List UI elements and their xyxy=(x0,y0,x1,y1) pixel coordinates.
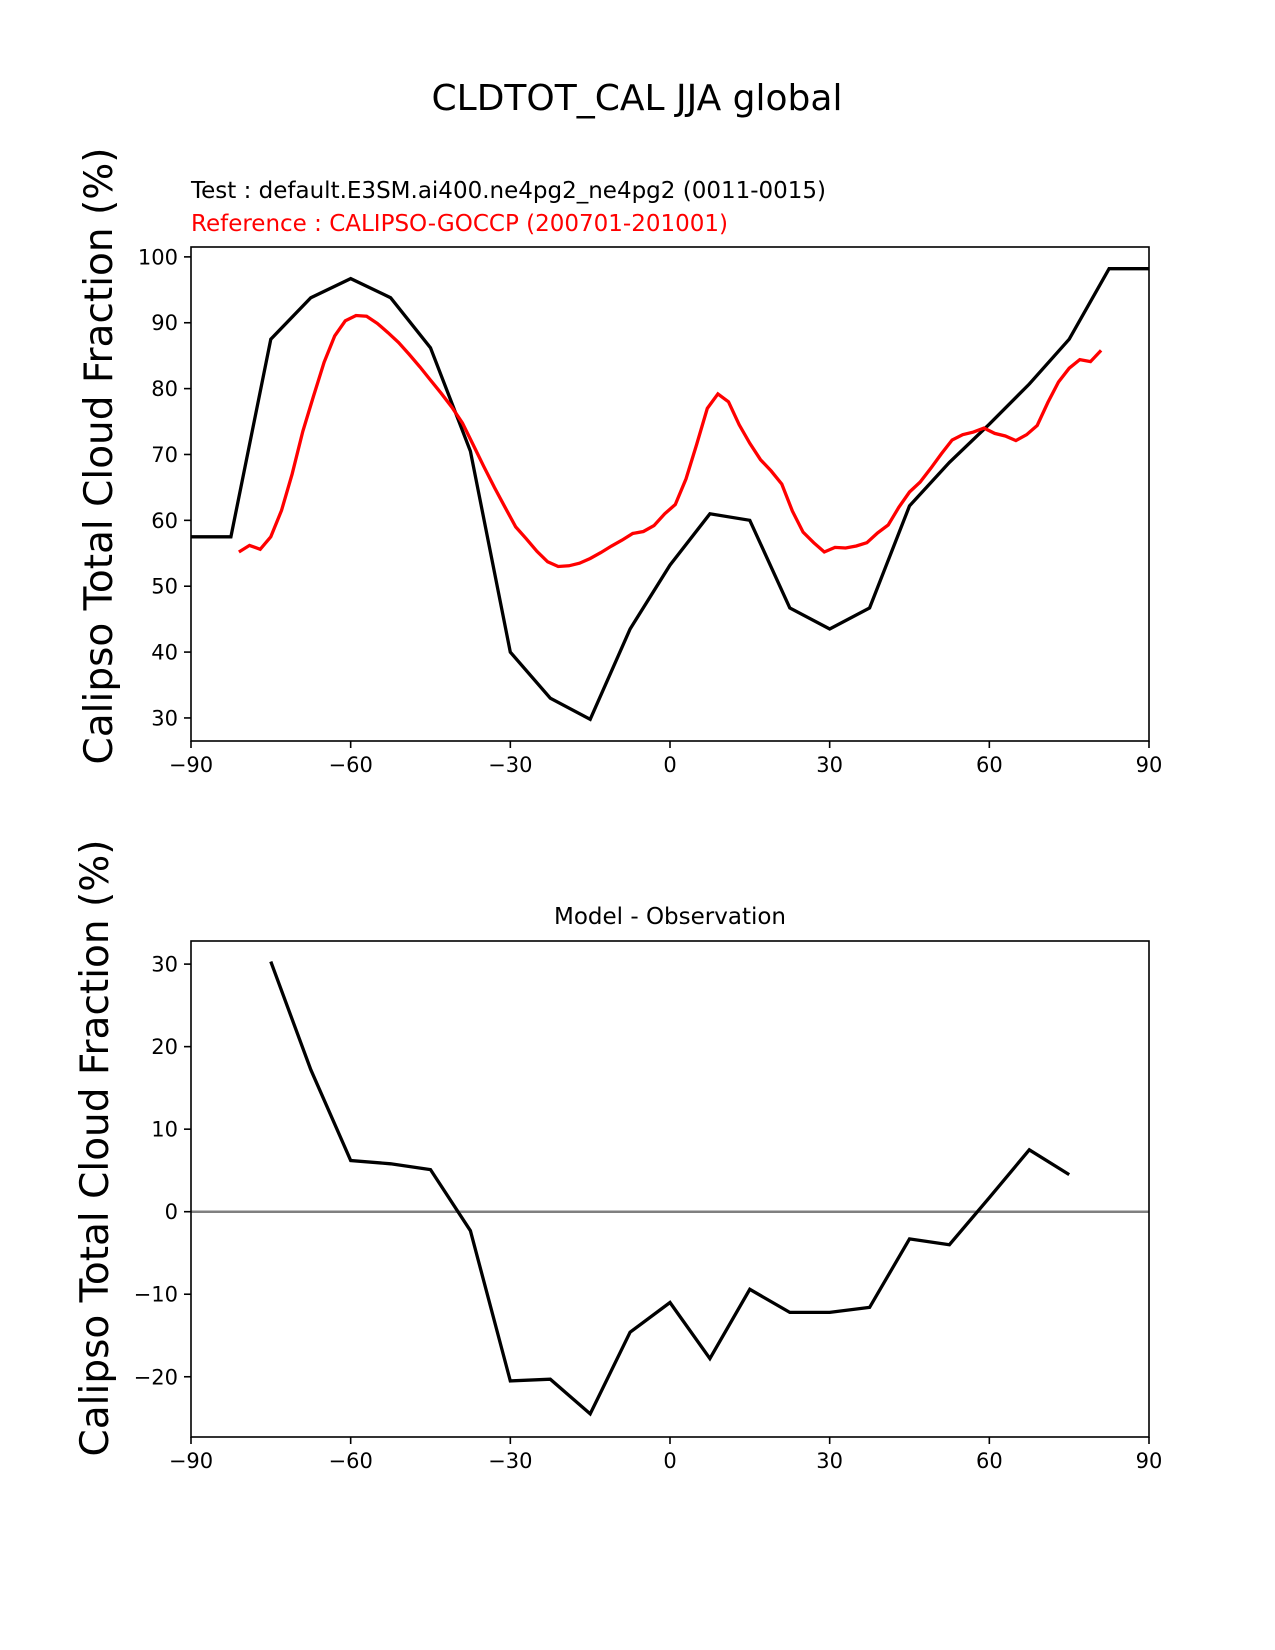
top-x-tick-label: 60 xyxy=(976,753,1003,777)
bottom-difference-chart: −90 −60 −30 0 30 60 90 −20 −10 0 10 20 30 xyxy=(134,940,1163,1473)
bottom-series-0-line xyxy=(269,961,1071,1417)
bottom-y-tick-label: 30 xyxy=(151,953,178,977)
top-y-tick-label: 40 xyxy=(151,641,178,665)
bottom-x-tick-label: 0 xyxy=(663,1449,676,1473)
bottom-x-tick-label: −30 xyxy=(488,1449,532,1473)
bottom-y-tick-label: 0 xyxy=(165,1200,178,1224)
top-series-1-line xyxy=(238,313,1103,569)
bottom-y-axis-label: Calipso Total Cloud Fraction (%) xyxy=(73,840,118,1457)
bottom-y-tick-label: 10 xyxy=(151,1118,178,1142)
bottom-x-tick-label: −90 xyxy=(169,1449,213,1473)
bottom-panel-title: Model - Observation xyxy=(554,904,786,930)
top-series-0-line xyxy=(191,267,1149,722)
top-y-tick-label: 50 xyxy=(151,575,178,599)
top-x-tick-label: 90 xyxy=(1136,753,1163,777)
top-x-tick-label: −60 xyxy=(329,753,373,777)
top-x-tick-label: −90 xyxy=(169,753,213,777)
top-x-tick-label: 30 xyxy=(816,753,843,777)
bottom-x-tick-label: −60 xyxy=(329,1449,373,1473)
top-y-tick-label: 70 xyxy=(151,443,178,467)
top-y-tick-label: 100 xyxy=(138,245,178,269)
bottom-x-tick-label: 90 xyxy=(1136,1449,1163,1473)
top-y-tick-label: 60 xyxy=(151,509,178,533)
top-y-tick-label: 30 xyxy=(151,706,178,730)
top-y-axis-label: Calipso Total Cloud Fraction (%) xyxy=(77,148,122,765)
top-x-tick-label: 0 xyxy=(663,753,676,777)
top-y-tick-label: 80 xyxy=(151,377,178,401)
top-reference-label: Reference : CALIPSO-GOCCP (200701-201001… xyxy=(191,211,728,237)
top-test-label: Test : default.E3SM.ai400.ne4pg2_ne4pg2 … xyxy=(190,178,826,204)
bottom-x-tick-label: 60 xyxy=(976,1449,1003,1473)
figure-title: CLDTOT_CAL JJA global xyxy=(432,78,843,119)
bottom-x-tick-label: 30 xyxy=(816,1449,843,1473)
bottom-y-tick-label: 20 xyxy=(151,1035,178,1059)
top-x-tick-label: −30 xyxy=(488,753,532,777)
top-y-tick-label: 90 xyxy=(151,311,178,335)
top-line-chart: −90 −60 −30 0 30 60 90 30 40 50 60 70 80 90 100 xyxy=(138,245,1162,777)
bottom-y-tick-label: −10 xyxy=(134,1283,178,1307)
bottom-y-tick-label: −20 xyxy=(134,1365,178,1389)
